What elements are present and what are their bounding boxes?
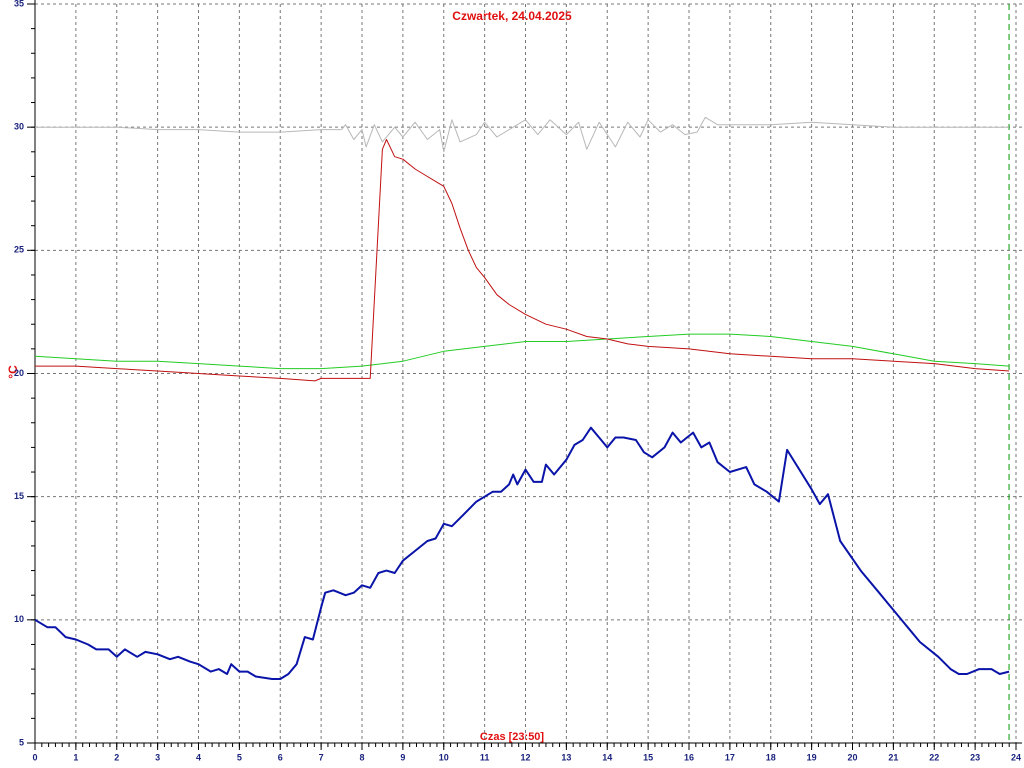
x-tick-label: 18 bbox=[766, 752, 776, 762]
series-line bbox=[35, 139, 1010, 382]
x-tick-label: 3 bbox=[155, 752, 160, 762]
x-tick-label: 17 bbox=[725, 752, 735, 762]
series-line bbox=[35, 116, 1010, 153]
x-tick-label: 12 bbox=[520, 752, 530, 762]
x-tick-label: 11 bbox=[480, 752, 490, 762]
y-tick-label: 30 bbox=[14, 122, 24, 132]
x-tick-label: 2 bbox=[114, 752, 119, 762]
x-tick-label: 16 bbox=[684, 752, 694, 762]
y-tick-label: 25 bbox=[14, 245, 24, 255]
y-tick-label: 20 bbox=[14, 368, 24, 378]
series-line bbox=[34, 426, 1010, 680]
x-tick-label: 13 bbox=[561, 752, 571, 762]
y-tick-label: 15 bbox=[14, 491, 24, 501]
x-tick-label: 0 bbox=[32, 752, 37, 762]
x-tick-label: 5 bbox=[237, 752, 242, 762]
x-tick-label: 8 bbox=[359, 752, 364, 762]
chart-title: Czwartek, 24.04.2025 bbox=[452, 9, 572, 23]
x-tick-label: 15 bbox=[643, 752, 653, 762]
y-axis-label: °C bbox=[6, 365, 20, 379]
x-tick-label: 9 bbox=[400, 752, 405, 762]
x-tick-label: 1 bbox=[73, 752, 78, 762]
y-tick-label: 5 bbox=[19, 737, 24, 747]
series-line bbox=[34, 333, 1010, 370]
x-tick-label: 20 bbox=[847, 752, 857, 762]
x-axis-label: Czas [23:50] bbox=[480, 731, 545, 743]
x-tick-label: 6 bbox=[278, 752, 283, 762]
x-tick-label: 4 bbox=[196, 752, 201, 762]
x-tick-label: 19 bbox=[807, 752, 817, 762]
x-tick-label: 21 bbox=[888, 752, 898, 762]
x-tick-label: 7 bbox=[319, 752, 324, 762]
x-tick-label: 24 bbox=[1011, 752, 1021, 762]
x-tick-label: 22 bbox=[929, 752, 939, 762]
x-tick-label: 10 bbox=[439, 752, 449, 762]
x-tick-label: 14 bbox=[602, 752, 612, 762]
y-tick-label: 35 bbox=[14, 0, 24, 8]
y-tick-label: 10 bbox=[14, 614, 24, 624]
x-tick-label: 23 bbox=[970, 752, 980, 762]
